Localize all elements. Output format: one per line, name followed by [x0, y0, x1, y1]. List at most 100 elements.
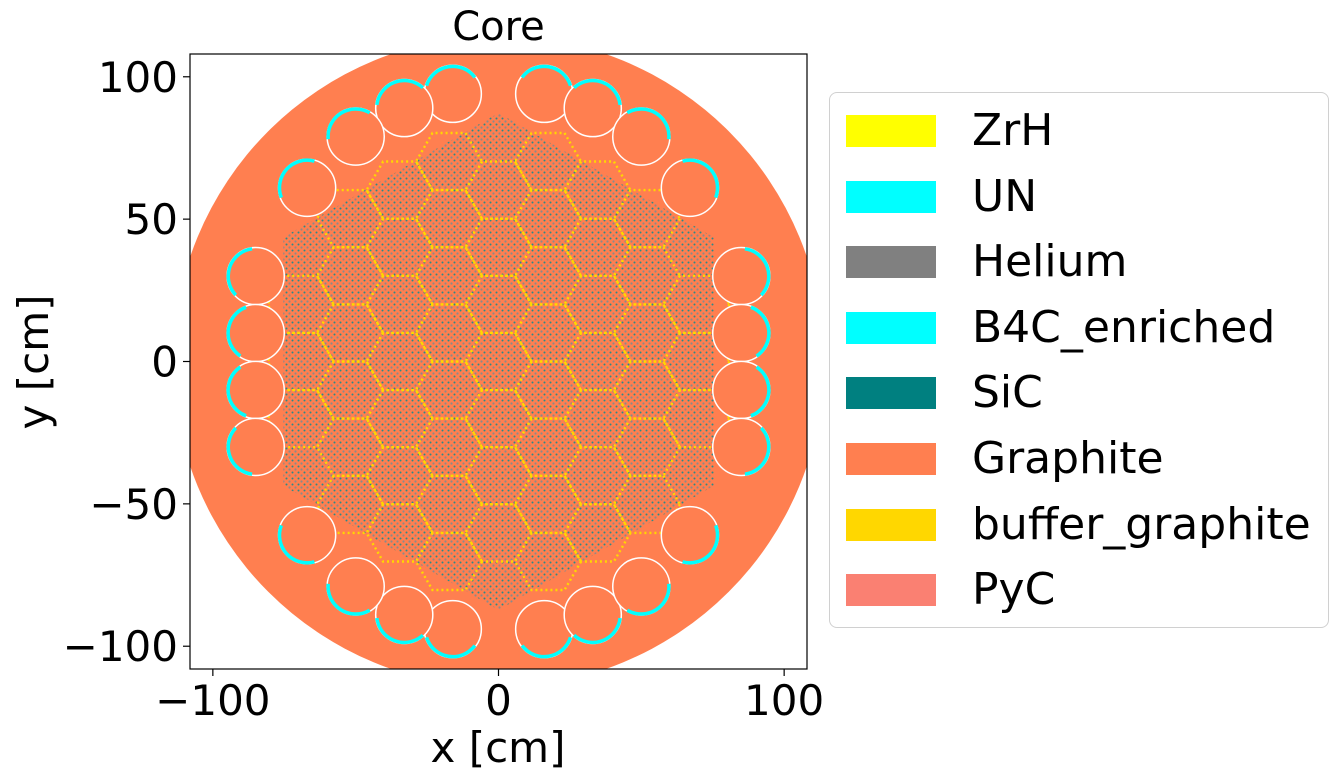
- legend-label: Graphite: [972, 432, 1164, 484]
- control-drum: [612, 557, 671, 616]
- assembly: [414, 245, 484, 306]
- assembly: [414, 417, 484, 477]
- control-drum: [711, 360, 771, 420]
- control-drum: [423, 599, 483, 659]
- control-drum: [326, 557, 385, 616]
- control-drum: [277, 505, 337, 565]
- control-drum: [374, 585, 434, 645]
- drum-absorber-arc: [682, 524, 720, 565]
- y-tick-label: 100: [98, 53, 178, 102]
- assembly: [612, 417, 682, 477]
- legend: ZrH UN Helium B4C_enriched SiC Graphite buffer…: [829, 92, 1329, 628]
- control-drum: [226, 246, 286, 306]
- assembly: [266, 331, 335, 392]
- drum-absorber-arc: [750, 365, 771, 418]
- y-axis-label: y [cm]: [9, 295, 58, 430]
- assembly: [464, 503, 533, 563]
- y-tick-label: 50: [125, 195, 178, 244]
- y-tick-label: −50: [89, 480, 178, 529]
- legend-swatch: [846, 246, 936, 279]
- legend-swatch: [846, 377, 936, 410]
- legend-swatch: [846, 442, 936, 475]
- drum-absorber-arc: [277, 524, 315, 565]
- assembly: [612, 245, 682, 306]
- drum-absorber-arc: [520, 64, 573, 87]
- control-drum: [374, 78, 434, 138]
- drum-absorber-arc: [744, 247, 771, 297]
- control-drum: [563, 585, 623, 645]
- control-drum: [711, 246, 771, 306]
- x-tick-label: −100: [155, 676, 270, 725]
- control-drum: [423, 64, 483, 124]
- control-drum: [326, 107, 385, 166]
- control-drum: [711, 417, 771, 477]
- drum-absorber-arc: [626, 107, 671, 140]
- chart-title: Core: [452, 4, 545, 50]
- legend-entry: buffer_graphite: [830, 499, 1328, 565]
- legend-entry: Graphite: [830, 433, 1328, 499]
- assembly: [464, 331, 533, 392]
- legend-label: UN: [972, 170, 1038, 222]
- legend-label: ZrH: [972, 105, 1054, 156]
- assembly: [513, 245, 583, 306]
- drum-absorber-arc: [226, 305, 247, 358]
- drum-absorber-arc: [277, 158, 315, 199]
- control-drum: [514, 64, 574, 124]
- drum-absorber-arc: [626, 583, 671, 616]
- assembly: [315, 417, 385, 477]
- control-drum: [612, 107, 671, 166]
- drum-absorber-arc: [326, 583, 371, 616]
- control-drum: [226, 303, 286, 363]
- control-drum: [226, 417, 286, 477]
- control-drum: [563, 78, 623, 138]
- control-drum: [711, 303, 771, 363]
- drum-absorber-arc: [750, 305, 771, 358]
- y-tick-label: 0: [151, 338, 178, 387]
- legend-entry: ZrH: [830, 105, 1328, 171]
- drum-absorber-arc: [744, 426, 771, 476]
- drum-absorber-arc: [572, 78, 622, 106]
- x-axis: −100 0 100: [155, 669, 824, 725]
- core-plot: −100 0 100 100 50 0 −50 −100 x [cm] y [cm]: [9, 53, 824, 772]
- legend-entry: Helium: [830, 236, 1328, 302]
- legend-entry: PyC: [830, 564, 1328, 630]
- legend-swatch: [846, 574, 936, 607]
- legend-entry: SiC: [830, 367, 1328, 433]
- drum-absorber-arc: [424, 64, 477, 87]
- drum-absorber-arc: [226, 365, 247, 418]
- control-drum: [660, 158, 720, 218]
- legend-swatch: [846, 180, 936, 213]
- y-tick-label: −100: [63, 622, 178, 671]
- drum-absorber-arc: [520, 636, 573, 659]
- x-axis-label: x [cm]: [431, 723, 566, 772]
- legend-label: B4C_enriched: [972, 301, 1276, 353]
- control-drum: [277, 158, 337, 218]
- x-tick-label: 0: [485, 676, 512, 725]
- drum-absorber-arc: [424, 636, 477, 659]
- assembly: [315, 245, 385, 306]
- drum-absorber-arc: [326, 107, 371, 140]
- drum-absorber-arc: [682, 158, 720, 199]
- legend-swatch: [846, 115, 936, 147]
- legend-entry: UN: [830, 171, 1328, 237]
- drum-absorber-arc: [226, 247, 253, 297]
- drum-absorber-arc: [375, 617, 425, 645]
- core-fuel-region: [283, 113, 714, 610]
- y-axis: 100 50 0 −50 −100: [63, 53, 190, 671]
- drum-absorber-arc: [572, 617, 622, 645]
- legend-label: buffer_graphite: [972, 498, 1311, 550]
- legend-swatch: [846, 508, 936, 541]
- legend-label: PyC: [972, 564, 1056, 616]
- drum-absorber-arc: [226, 426, 253, 476]
- legend-swatch: [846, 311, 936, 344]
- drum-absorber-arc: [375, 78, 425, 106]
- plot-area: [190, 54, 807, 669]
- control-drum: [226, 360, 286, 420]
- assembly: [464, 160, 533, 220]
- assembly: [513, 417, 583, 477]
- control-drum: [660, 505, 720, 565]
- legend-label: Helium: [972, 236, 1128, 288]
- legend-label: SiC: [972, 367, 1043, 419]
- x-tick-label: 100: [744, 676, 824, 725]
- legend-entry: B4C_enriched: [830, 302, 1328, 368]
